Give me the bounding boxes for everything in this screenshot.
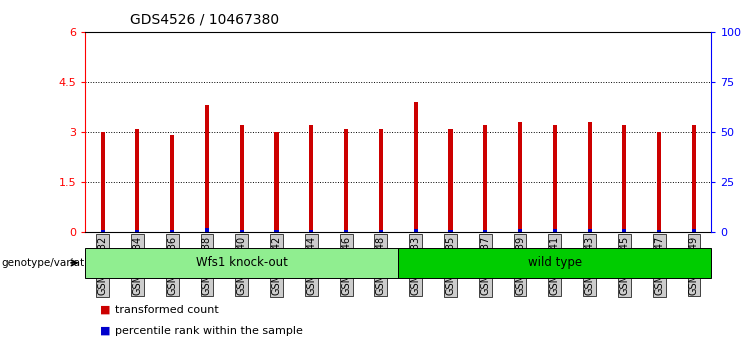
Text: percentile rank within the sample: percentile rank within the sample — [115, 326, 303, 336]
Bar — [101, 230, 104, 232]
Bar — [274, 132, 279, 232]
Text: GSM825443: GSM825443 — [585, 236, 594, 295]
Text: GSM825444: GSM825444 — [306, 236, 316, 295]
Text: GSM825437: GSM825437 — [480, 236, 491, 295]
Bar — [553, 125, 557, 232]
Text: GSM825441: GSM825441 — [550, 236, 559, 295]
Text: GSM825435: GSM825435 — [445, 236, 456, 295]
Text: Wfs1 knock-out: Wfs1 knock-out — [196, 256, 288, 269]
Text: GSM825439: GSM825439 — [515, 236, 525, 295]
Bar — [657, 230, 661, 232]
Bar — [692, 125, 696, 232]
Bar — [379, 229, 383, 232]
Bar — [101, 132, 104, 232]
Bar — [205, 228, 209, 232]
Bar — [588, 122, 592, 232]
Bar — [622, 229, 626, 232]
Bar — [448, 129, 453, 232]
Text: GSM825436: GSM825436 — [167, 236, 177, 295]
Bar — [170, 135, 174, 232]
Bar — [344, 229, 348, 232]
Bar — [588, 229, 592, 232]
Bar — [136, 129, 139, 232]
Bar — [657, 132, 661, 232]
Text: GSM825442: GSM825442 — [271, 236, 282, 295]
Bar — [413, 229, 418, 232]
Text: GSM825440: GSM825440 — [237, 236, 247, 295]
Text: ■: ■ — [100, 326, 110, 336]
Bar — [518, 229, 522, 232]
Bar — [205, 105, 209, 232]
Bar — [483, 125, 488, 232]
Bar — [239, 125, 244, 232]
Text: wild type: wild type — [528, 256, 582, 269]
Text: GSM825432: GSM825432 — [98, 236, 107, 295]
Bar — [309, 229, 313, 232]
Text: GSM825447: GSM825447 — [654, 236, 664, 295]
Bar — [413, 102, 418, 232]
Text: GSM825434: GSM825434 — [133, 236, 142, 295]
Bar — [239, 229, 244, 232]
Bar — [274, 230, 279, 232]
Bar — [309, 125, 313, 232]
Bar — [622, 125, 626, 232]
Text: GSM825448: GSM825448 — [376, 236, 386, 295]
Text: GSM825438: GSM825438 — [202, 236, 212, 295]
Text: GSM825446: GSM825446 — [341, 236, 351, 295]
Bar — [518, 122, 522, 232]
Text: GDS4526 / 10467380: GDS4526 / 10467380 — [130, 12, 279, 27]
Bar — [344, 129, 348, 232]
Bar — [553, 229, 557, 232]
Text: transformed count: transformed count — [115, 305, 219, 315]
Bar — [379, 129, 383, 232]
Text: GSM825449: GSM825449 — [689, 236, 699, 295]
Bar — [136, 230, 139, 232]
Text: GSM825433: GSM825433 — [411, 236, 421, 295]
Bar — [483, 230, 488, 232]
Text: ■: ■ — [100, 305, 110, 315]
Bar — [692, 229, 696, 232]
Text: GSM825445: GSM825445 — [619, 236, 629, 295]
Bar — [170, 230, 174, 232]
Text: genotype/variation: genotype/variation — [1, 258, 101, 268]
Bar — [448, 230, 453, 232]
